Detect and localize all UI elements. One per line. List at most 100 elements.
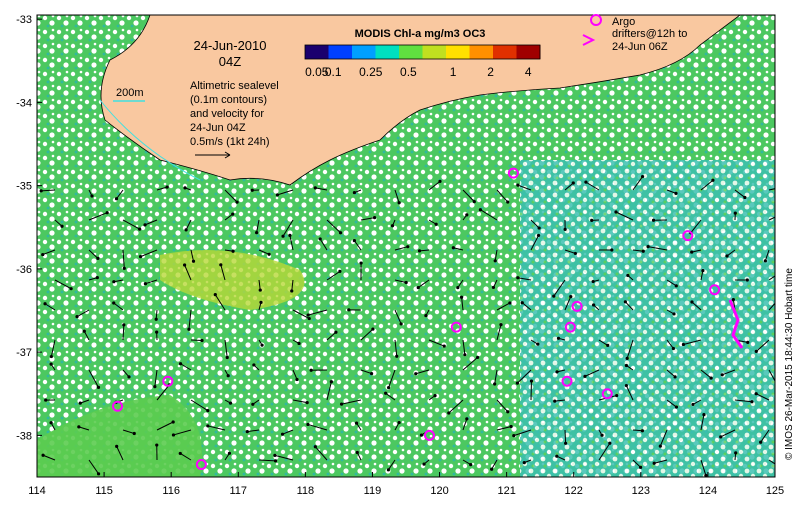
colorbar-swatch — [376, 45, 400, 59]
velocity-vector-head — [555, 455, 558, 458]
velocity-vector-head — [776, 383, 779, 386]
colorbar-swatch — [329, 45, 353, 59]
colorbar-tick-label: 1 — [450, 65, 457, 79]
velocity-vector-head — [251, 403, 254, 406]
velocity-vector-head — [281, 235, 284, 238]
y-tick-label: -37 — [16, 347, 32, 359]
velocity-vector-head — [652, 219, 655, 222]
velocity-vector-head — [306, 401, 309, 404]
colorbar-swatch — [446, 45, 470, 59]
velocity-vector-head — [290, 289, 293, 292]
velocity-vector-head — [268, 253, 271, 256]
velocity-vector-head — [295, 378, 298, 381]
velocity-vector-head — [417, 286, 420, 289]
velocity-vector-head — [133, 432, 136, 435]
velocity-vector-head — [115, 445, 118, 448]
velocity-vector-head — [476, 356, 479, 359]
colorbar-tick-label: 0.5 — [400, 65, 417, 79]
velocity-vector-head — [387, 468, 390, 471]
velocity-vector-head — [314, 186, 317, 189]
velocity-vector-head — [479, 208, 482, 211]
velocity-vector-head — [206, 409, 209, 412]
velocity-vector-head — [384, 392, 387, 395]
colorbar-tick-label: 4 — [525, 65, 532, 79]
x-tick-label: 114 — [28, 485, 46, 497]
velocity-vector-head — [572, 181, 575, 184]
velocity-vector-head — [672, 312, 675, 315]
velocity-vector-head — [499, 323, 502, 326]
velocity-vector-head — [492, 286, 495, 289]
colorbar-tick-label: 0.25 — [359, 65, 383, 79]
velocity-vector-head — [538, 226, 541, 229]
colorbar-swatch — [399, 45, 423, 59]
velocity-vector-head — [273, 454, 276, 457]
velocity-vector-head — [83, 330, 86, 333]
velocity-vector-head — [391, 224, 394, 227]
velocity-vector-head — [592, 280, 595, 283]
velocity-vector-head — [506, 200, 509, 203]
velocity-vector-head — [255, 231, 258, 234]
y-tick-label: -34 — [16, 97, 32, 109]
colorbar-swatches — [305, 45, 541, 59]
velocity-vector-head — [200, 339, 203, 342]
velocity-vector-head — [414, 372, 417, 375]
velocity-vector-head — [406, 245, 409, 248]
colorbar-tick-label: 2 — [487, 65, 494, 79]
velocity-vector-head — [155, 331, 158, 334]
velocity-vector-head — [641, 175, 644, 178]
velocity-vector-head — [536, 343, 539, 346]
velocity-vector-head — [537, 234, 540, 237]
velocity-vector-head — [626, 357, 629, 360]
velocity-vector-head — [97, 472, 100, 475]
velocity-vector-head — [420, 434, 423, 437]
velocity-vector-head — [214, 293, 217, 296]
velocity-vector-head — [473, 200, 476, 203]
colorbar-swatch — [470, 45, 494, 59]
altimetry-note-line-2: (0.1m contours) — [190, 94, 267, 106]
velocity-vector-head — [276, 193, 279, 196]
velocity-vector-head — [155, 318, 158, 321]
velocity-vector-head — [508, 301, 511, 304]
velocity-vector-head — [373, 216, 376, 219]
velocity-vector-head — [274, 459, 277, 462]
velocity-vector-head — [625, 384, 628, 387]
colorbar-swatch — [352, 45, 376, 59]
velocity-vector-head — [356, 451, 359, 454]
velocity-vector-head — [310, 369, 313, 372]
velocity-vector-head — [260, 344, 263, 347]
velocity-vector-head — [400, 322, 403, 325]
velocity-vector-head — [122, 323, 125, 326]
velocity-vector-head — [719, 435, 722, 438]
velocity-vector-head — [355, 422, 358, 425]
velocity-vector-head — [70, 287, 73, 290]
velocity-vector-head — [469, 463, 472, 466]
velocity-vector-head — [153, 385, 156, 388]
velocity-vector-head — [759, 441, 762, 444]
x-tick-label: 116 — [162, 485, 180, 497]
colorbar-swatch — [493, 45, 517, 59]
velocity-vector-head — [590, 219, 593, 222]
velocity-vector-head — [50, 421, 53, 424]
velocity-vector-head — [778, 465, 781, 468]
velocity-vector-head — [732, 298, 735, 301]
velocity-vector-head — [435, 223, 438, 226]
altimetry-note-line-4: 24-Jun 04Z — [190, 122, 246, 134]
velocity-vector-head — [340, 403, 343, 406]
velocity-vector-head — [608, 442, 611, 445]
velocity-vector-head — [516, 184, 519, 187]
velocity-vector-head — [418, 249, 421, 252]
velocity-vector-head — [339, 231, 342, 234]
velocity-vector-head — [75, 315, 78, 318]
velocity-vector-head — [246, 430, 249, 433]
velocity-vector-head — [179, 362, 182, 365]
velocity-vector-head — [642, 250, 645, 253]
velocity-vector-head — [493, 382, 496, 385]
velocity-vector-head — [555, 370, 558, 373]
velocity-vector-head — [123, 267, 126, 270]
velocity-vector-head — [353, 191, 356, 194]
velocity-vector-head — [192, 260, 195, 263]
velocity-vector-head — [252, 363, 255, 366]
velocity-vector-head — [592, 303, 595, 306]
velocity-vector-head — [43, 302, 46, 305]
velocity-vector-head — [675, 405, 678, 408]
